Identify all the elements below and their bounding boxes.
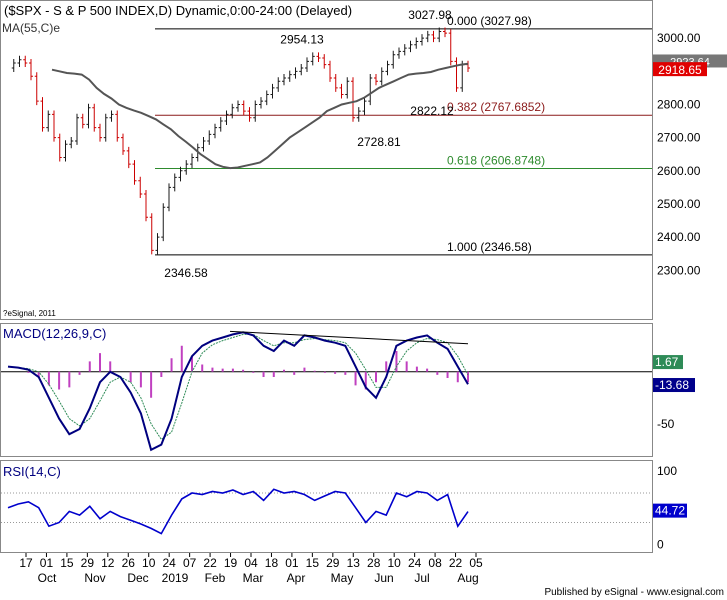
- fib-level-label: 0.618 (2606.8748): [447, 154, 545, 168]
- published-footer: Published by eSignal - www.esignal.com: [544, 587, 724, 598]
- x-month-label: Aug: [457, 571, 478, 585]
- price-y-tick-label: 2500.00: [657, 197, 701, 211]
- rsi-y-tick-label: 0: [657, 538, 664, 552]
- ma-label: MA(55,C)e: [2, 21, 60, 35]
- x-month-label: Jun: [374, 571, 393, 585]
- x-month-label: 2019: [162, 571, 189, 585]
- x-tick-label: 24: [163, 556, 177, 570]
- price-y-tick-label: 2400.00: [657, 230, 701, 244]
- rsi-label: RSI(14,C): [3, 464, 61, 479]
- x-month-label: Dec: [127, 571, 148, 585]
- chart-title: ($SPX - S & P 500 INDEX,D) Dynamic,0:00-…: [4, 3, 352, 18]
- x-month-label: Apr: [287, 571, 306, 585]
- price-y-tick-label: 2700.00: [657, 131, 701, 145]
- price-panel-frame: [0, 0, 653, 320]
- x-tick-label: 05: [469, 556, 483, 570]
- macd-signal-line: [7, 333, 469, 441]
- price-y-tick-label: 2800.00: [657, 97, 701, 111]
- x-tick-label: 13: [347, 556, 361, 570]
- macd-line: [7, 331, 469, 452]
- price-annotation: 3027.98: [408, 8, 452, 22]
- price-plot-layer: 3000.002900.002800.002700.002600.002500.…: [11, 8, 727, 280]
- macd-trendline: [229, 330, 469, 345]
- x-month-label: May: [331, 571, 354, 585]
- fib-level-label: 0.000 (3027.98): [447, 14, 532, 28]
- rsi-plot-layer: 100 0 44.72: [1, 464, 687, 552]
- x-month-label: Feb: [205, 571, 226, 585]
- macd-plot-layer: -50 1.67 -13.68: [1, 330, 695, 452]
- price-annotation: 2954.13: [280, 32, 324, 46]
- fib-level-label: 1.000 (2346.58): [447, 240, 532, 254]
- x-tick-label: 01: [40, 556, 54, 570]
- rsi-line: [7, 488, 469, 535]
- last-price-label: 2918.65: [658, 63, 702, 77]
- fib-level-label: 0.382 (2767.6852): [447, 100, 545, 114]
- rsi-y-tick-label: 100: [657, 464, 677, 478]
- x-tick-label: 22: [203, 556, 217, 570]
- x-tick-label: 15: [306, 556, 320, 570]
- x-tick-label: 08: [428, 556, 442, 570]
- x-month-label: Nov: [84, 571, 105, 585]
- macd-panel-frame: [0, 323, 653, 457]
- last-price-tag: [653, 62, 707, 77]
- price-annotation: 2728.81: [357, 135, 401, 149]
- signal-value-label: -13.68: [655, 378, 689, 392]
- x-tick-label: 19: [224, 556, 238, 570]
- rsi-panel-frame: [0, 460, 653, 553]
- x-tick-label: 07: [183, 556, 197, 570]
- x-tick-label: 18: [265, 556, 279, 570]
- candle-down-series: [23, 27, 470, 255]
- price-annotation: 2822.12: [410, 104, 454, 118]
- macd-histogram: [27, 345, 469, 398]
- price-y-tick-label: 2600.00: [657, 164, 701, 178]
- macd-y-tick-label: -50: [657, 417, 675, 431]
- ma55-line: [51, 62, 469, 170]
- copyright-label: ?eSignal, 2011: [3, 309, 56, 318]
- x-tick-label: 22: [449, 556, 463, 570]
- x-tick-label: 29: [326, 556, 340, 570]
- x-tick-label: 01: [285, 556, 299, 570]
- x-tick-label: 10: [142, 556, 156, 570]
- price-y-tick-label: 3000.00: [657, 31, 701, 45]
- macd-value-label: 1.67: [655, 355, 679, 369]
- rsi-value-tag: [653, 503, 687, 518]
- rsi-value-label: 44.72: [655, 504, 685, 518]
- candle-up-series: [11, 27, 465, 255]
- x-tick-label: 15: [60, 556, 74, 570]
- price-y-tick-label: 2300.00: [657, 263, 701, 277]
- x-tick-label: 17: [19, 556, 33, 570]
- signal-value-tag: [653, 378, 695, 393]
- x-month-label: Mar: [243, 571, 264, 585]
- x-tick-label: 24: [408, 556, 422, 570]
- x-tick-label: 12: [101, 556, 115, 570]
- x-tick-label: 10: [388, 556, 402, 570]
- macd-label: MACD(12,26,9,C): [3, 326, 106, 341]
- x-tick-label: 04: [244, 556, 258, 570]
- price-annotation: 2346.58: [164, 266, 208, 280]
- macd-value-tag: [653, 355, 683, 370]
- x-tick-label: 29: [81, 556, 95, 570]
- x-axis: 17 01 15 29 12 26 10 24 07 22 19 04 18 01 15 29 13 28 10 24…: [19, 553, 483, 585]
- x-tick-label: 26: [122, 556, 136, 570]
- x-month-label: Oct: [38, 571, 57, 585]
- x-month-label: Jul: [414, 571, 429, 585]
- x-tick-label: 28: [367, 556, 381, 570]
